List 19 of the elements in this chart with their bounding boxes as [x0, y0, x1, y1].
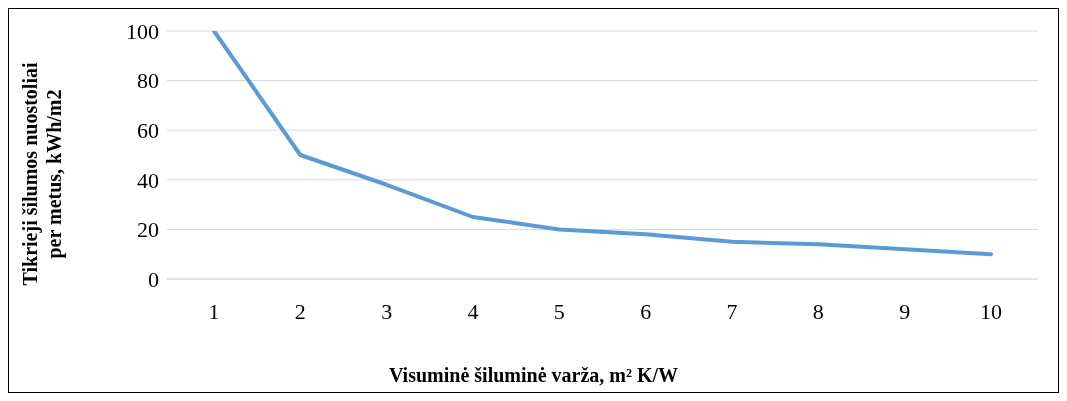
- y-tick-label: 100: [126, 18, 159, 44]
- y-axis-title: Tikrieji šilumos nuostoliai per metus, kWh/m2: [19, 62, 66, 286]
- x-tick-label: 6: [640, 298, 652, 324]
- x-tick-label: 1: [208, 298, 220, 324]
- x-axis-title: Visuminė šiluminė varža, m² K/W: [387, 364, 680, 387]
- x-tick-label: 9: [899, 298, 911, 324]
- line-series: [212, 31, 993, 257]
- y-tick-label: 80: [137, 68, 159, 94]
- y-tick-label: 40: [137, 167, 159, 193]
- x-tick-label: 3: [381, 298, 393, 324]
- y-tick-label: 20: [137, 217, 159, 243]
- x-tick-label: 2: [294, 298, 306, 324]
- y-tick-label: 0: [148, 266, 159, 292]
- y-tick-label: 60: [137, 118, 159, 144]
- x-tick-label: 10: [980, 298, 1002, 324]
- x-tick-label: 5: [553, 298, 565, 324]
- x-tick-label: 4: [467, 298, 479, 324]
- x-tick-label: 8: [812, 298, 824, 324]
- x-tick-label: 7: [726, 298, 738, 324]
